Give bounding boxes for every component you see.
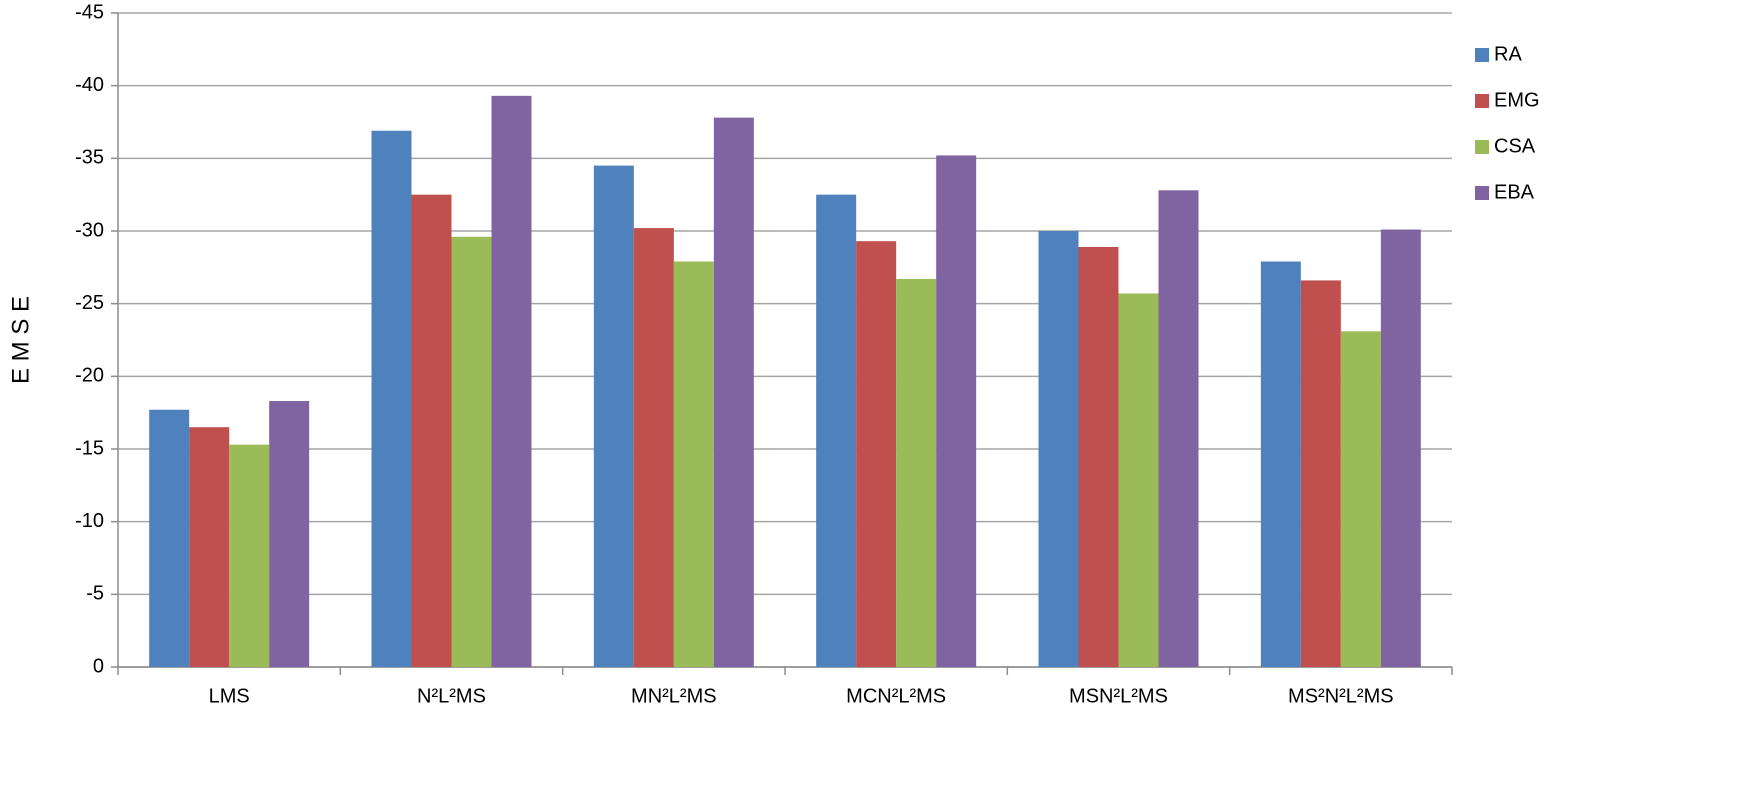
bar	[1118, 293, 1159, 667]
bar	[1380, 229, 1421, 667]
legend-swatch	[1475, 94, 1489, 108]
bar	[189, 427, 230, 667]
bar	[816, 194, 857, 667]
bar	[491, 95, 532, 668]
bar	[936, 155, 977, 667]
bar	[149, 409, 190, 667]
legend-swatch	[1475, 48, 1489, 62]
y-tick-label: -35	[75, 147, 104, 169]
y-tick-label: -30	[75, 219, 104, 241]
x-tick-label: MSN²L²MS	[1069, 685, 1168, 707]
y-axis-label: E M S E	[7, 296, 34, 384]
bar	[411, 194, 452, 667]
bar	[673, 261, 714, 667]
legend-label: CSA	[1494, 135, 1536, 157]
bar	[451, 236, 492, 667]
bar	[1340, 331, 1381, 667]
bar	[1260, 261, 1301, 667]
bar	[593, 165, 634, 667]
bar	[713, 117, 754, 667]
x-tick-label: LMS	[209, 685, 250, 707]
legend-swatch	[1475, 186, 1489, 200]
legend-label: EBA	[1494, 181, 1535, 203]
x-tick-label: MS²N²L²MS	[1288, 685, 1394, 707]
bar	[1038, 231, 1079, 667]
bar	[896, 278, 937, 667]
bar	[856, 241, 897, 667]
y-tick-label: -40	[75, 74, 104, 96]
bar	[1300, 280, 1341, 667]
x-tick-label: MCN²L²MS	[846, 685, 946, 707]
x-tick-label: N²L²MS	[417, 685, 486, 707]
y-tick-label: -5	[86, 583, 104, 605]
bar	[1078, 246, 1119, 667]
bar	[633, 228, 674, 668]
legend-swatch	[1475, 140, 1489, 154]
y-tick-label: -15	[75, 437, 104, 459]
y-tick-label: -20	[75, 365, 104, 387]
bar	[269, 401, 310, 667]
legend-label: EMG	[1494, 89, 1540, 111]
y-tick-label: -25	[75, 292, 104, 314]
legend-label: RA	[1494, 43, 1522, 65]
y-tick-label: 0	[93, 655, 104, 677]
bar	[229, 444, 270, 667]
bar	[1158, 190, 1199, 667]
y-tick-label: -10	[75, 510, 104, 532]
bar	[371, 130, 412, 668]
y-tick-label: -45	[75, 1, 104, 23]
x-tick-label: MN²L²MS	[631, 685, 717, 707]
